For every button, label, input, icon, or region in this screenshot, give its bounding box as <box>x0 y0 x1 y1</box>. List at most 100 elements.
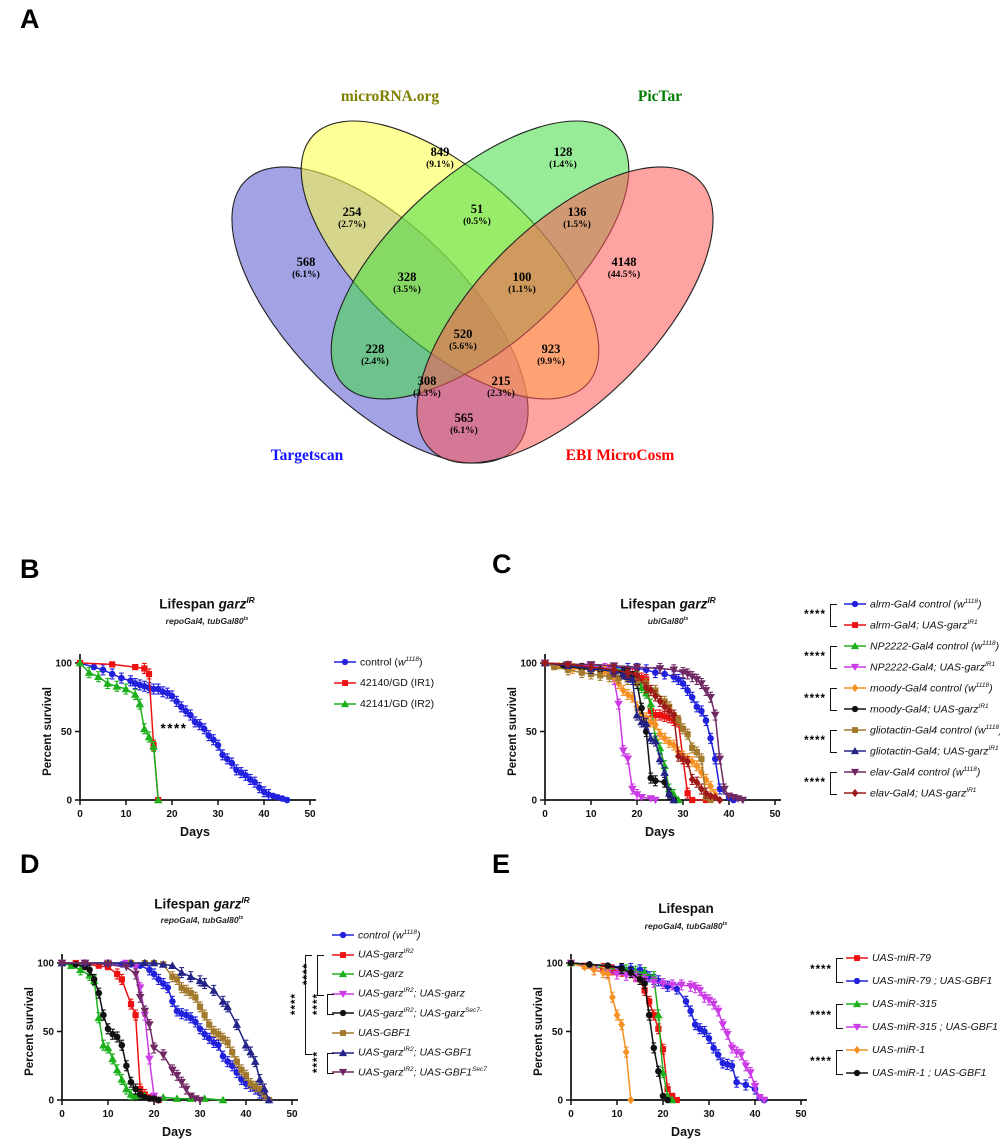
legend-entry: UAS-garzIR2; UAS-GBF1Sec7 <box>332 1065 487 1079</box>
legend-marker-circle <box>844 600 866 608</box>
text-segment: repoGal4, tubGal80 <box>160 915 239 925</box>
path-shape <box>688 775 696 784</box>
path-shape <box>700 994 709 1002</box>
text-segment: control ( <box>916 598 957 610</box>
legend-entry: moody-Gal4; UAS-garzIR1 <box>844 702 989 716</box>
legend-entry: 42141/GD (IR2) <box>334 697 434 711</box>
path-shape <box>750 1083 760 1091</box>
x-tick-label: 40 <box>749 1109 761 1120</box>
circle-shape <box>90 976 98 983</box>
significance-stars: **** <box>312 992 324 1015</box>
significance-annotation: **** <box>161 721 188 736</box>
path-shape <box>57 959 67 968</box>
path-shape <box>637 683 646 691</box>
significance-bracket <box>830 772 837 795</box>
text-segment: gliotactin-Gal4; UAS-garz <box>870 745 989 757</box>
path-shape <box>103 961 113 969</box>
x-tick-label: 20 <box>166 809 178 820</box>
circle-shape <box>698 707 705 715</box>
x-axis-label: Days <box>671 1125 701 1139</box>
venn-region-value: 923 <box>541 342 561 357</box>
y-tick-label: 50 <box>526 727 538 738</box>
path-shape <box>646 699 656 708</box>
path-shape <box>200 979 209 987</box>
path-shape <box>654 1010 663 1019</box>
significance-stars: **** <box>804 650 826 663</box>
survival-curve-d-6 <box>57 958 274 1104</box>
rect-shape <box>192 994 199 1001</box>
circle-shape <box>155 1096 162 1104</box>
legend-entry-label: UAS-GBF1 <box>358 1028 411 1039</box>
significance-stars: **** <box>810 1055 832 1068</box>
path-shape <box>697 680 706 688</box>
circle-shape <box>679 680 687 687</box>
circle-shape <box>339 1010 347 1017</box>
legend-marker-diamond <box>846 1045 868 1055</box>
venn-region-count: 100 (1.1%) <box>508 271 536 295</box>
legend-entry: UAS-miR-79 <box>846 951 931 965</box>
path-shape <box>209 986 219 994</box>
rect-shape <box>854 955 860 961</box>
text-segment: IR2 <box>403 1006 414 1014</box>
text-segment: UAS-miR-315 <box>872 997 937 1010</box>
path-shape <box>75 658 85 667</box>
venn-region-value: 215 <box>491 374 511 389</box>
rect-shape <box>201 1012 208 1019</box>
x-axis-label: Days <box>645 825 675 839</box>
path-shape <box>651 736 660 745</box>
circle-shape <box>215 1041 222 1049</box>
path-shape <box>651 691 659 701</box>
circle-shape <box>673 985 681 993</box>
path-shape <box>103 1043 113 1052</box>
legend-entry-label: UAS-miR-315 ; UAS-GBF1 <box>872 1022 998 1033</box>
path-shape <box>655 665 665 673</box>
text-segment: w <box>397 656 406 668</box>
text-segment: ts <box>243 616 249 623</box>
path-shape <box>642 683 650 692</box>
text-segment: repoGal4, tubGal80 <box>165 616 244 626</box>
x-axis-label: Days <box>162 1125 192 1139</box>
legend-entry-label: 42141/GD (IR2) <box>360 699 434 710</box>
y-tick-label: 100 <box>520 659 537 670</box>
circle-shape <box>650 1044 658 1052</box>
path-shape <box>706 694 715 702</box>
circle-shape <box>219 751 226 759</box>
path-shape <box>632 710 642 719</box>
path-shape <box>632 791 642 799</box>
text-segment: ubiGal80 <box>647 616 684 626</box>
text-segment: Lifespan <box>154 896 214 912</box>
text-segment: ) <box>978 598 982 610</box>
path-shape <box>851 788 859 798</box>
text-segment: Lifespan <box>620 596 680 612</box>
path-shape <box>852 1000 862 1008</box>
path-shape <box>186 1092 196 1101</box>
path-shape <box>122 963 131 972</box>
path-shape <box>723 1030 732 1039</box>
circle-shape <box>339 931 347 939</box>
venn-region-percent: (2.4%) <box>361 356 389 367</box>
legend-entry-label: UAS-miR-79 ; UAS-GBF1 <box>872 976 992 987</box>
path-shape <box>641 719 651 727</box>
rect-shape <box>145 670 153 678</box>
x-tick-label: 10 <box>120 809 132 820</box>
path-shape <box>692 676 702 684</box>
circle-shape <box>655 1067 662 1075</box>
text-segment: ) <box>976 766 981 778</box>
x-tick-label: 50 <box>286 1109 298 1120</box>
survival-chart-e: 0 50 100 0 10 20 30 40 50 Percent survival Days <box>533 954 807 1139</box>
rect-shape <box>183 987 190 994</box>
path-shape <box>126 1090 136 1098</box>
legend-entry-label: UAS-miR-1 <box>872 1045 925 1056</box>
legend-entry: control (w1118) <box>332 928 421 942</box>
path-shape <box>140 958 150 967</box>
significance-bracket <box>830 730 837 753</box>
path-shape <box>704 996 714 1005</box>
rect-shape <box>679 725 687 732</box>
polyline-shape <box>544 662 675 801</box>
rect-shape <box>689 796 696 804</box>
text-segment: Sec7 <box>472 1065 487 1073</box>
venn-region-count: 308 (3.3%) <box>413 375 441 399</box>
path-shape <box>149 1044 159 1053</box>
path-shape <box>195 1096 205 1105</box>
legend-entry-label: NP2222-Gal4 control (w1118) <box>870 640 999 652</box>
